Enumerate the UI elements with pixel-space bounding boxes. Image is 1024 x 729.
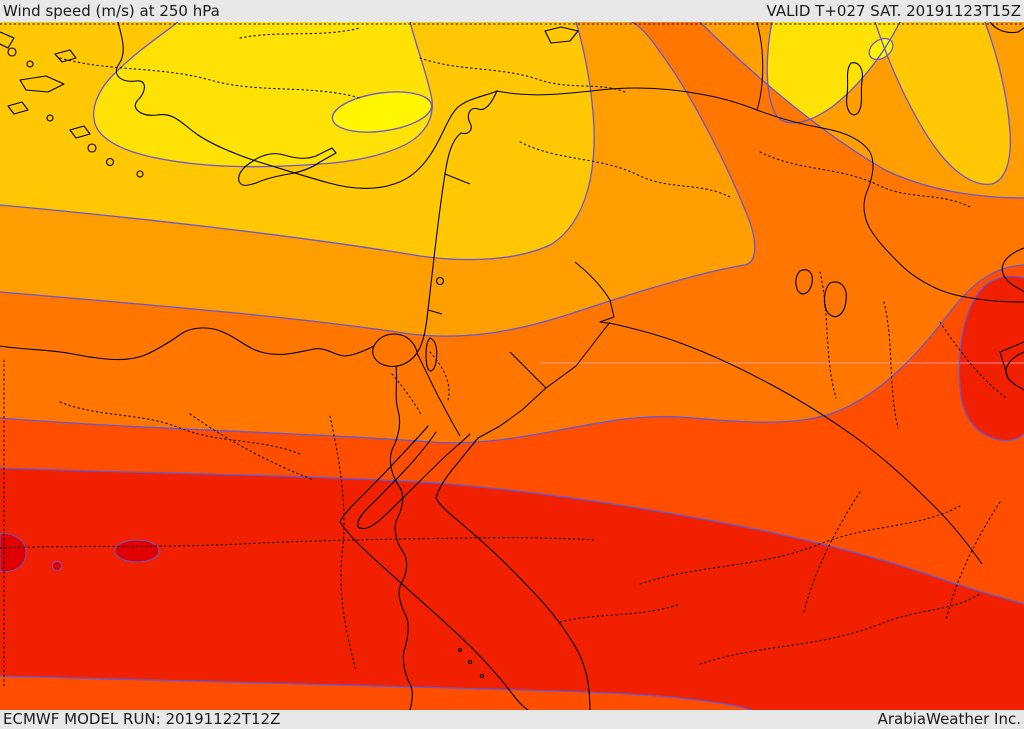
iraq-saudi-border [574,261,983,565]
credit-label: ArabiaWeather Inc. [877,710,1021,728]
jordan-iraq-border [509,321,611,389]
model-run-label: ECMWF MODEL RUN: 20191122T12Z [3,710,281,728]
admin-line [639,505,961,585]
turkey-coast [115,22,498,189]
egypt-israel-border [416,352,461,437]
iraq-lake-tharthar [795,269,813,295]
turkey-syria-border [496,87,758,111]
band-extreme-core-3 [52,561,62,571]
contour-line [0,22,595,261]
wind-speed-map [0,22,1024,710]
admin-line [391,373,423,417]
band-extreme-core-2 [114,539,160,563]
aegean-island [46,114,54,122]
aegean-island [19,75,65,93]
sea-of-galilee [435,276,445,286]
band-extreme-core-1 [0,533,27,572]
contour-line [0,675,753,710]
footer-bar: ECMWF MODEL RUN: 20191122T12Z ArabiaWeat… [0,710,1024,729]
admin-line [0,537,597,549]
nile-river [389,365,413,710]
aegean-island [7,47,17,57]
hatay-coast [460,90,498,134]
dead-sea [425,337,438,372]
iraq-kuwait-border [999,341,1024,379]
band-very-high-region [0,468,1024,710]
sinai-coast [357,431,471,530]
lake-van [544,26,579,44]
band-low-northeast-streak [767,22,900,123]
red-sea-east-coast [435,437,591,710]
admin-line [559,603,681,623]
admin-line [699,593,981,665]
contour-line [766,22,901,124]
band-very-high-east-wedge [959,276,1024,441]
admin-line [429,351,450,401]
contour-line [0,264,1024,444]
admin-line [819,271,837,399]
admin-line [59,57,361,99]
contour-line [93,22,433,168]
aegean-island [54,49,77,63]
red-sea-island [458,648,462,652]
greek-coast-fragment [0,31,15,49]
valid-time-label: VALID T+027 SAT. 20191123T15Z [766,1,1021,20]
coastlines [0,22,1024,710]
header-bar: Wind speed (m/s) at 250 hPa VALID T+027 … [0,0,1024,22]
jordan-saudi-border [477,387,547,439]
gulf-of-suez-red-sea-west-coast [339,425,529,710]
cyprus-island [238,147,337,186]
aegean-island [69,125,91,139]
country-borders [416,22,1024,565]
band-moderate-low-east [875,22,1011,185]
admin-boundaries [0,23,1024,689]
map-title: Wind speed (m/s) at 250 hPa [3,1,220,20]
turkey-iran-border [756,22,764,111]
red-sea-island [479,673,485,679]
admin-line [419,57,626,93]
contour-line [868,37,894,61]
admin-line [939,321,1007,399]
wind-speed-bands [0,22,1024,710]
aegean-island [87,143,97,153]
aegean-island [7,101,29,115]
lake-urmia [846,62,863,116]
admin-line [59,401,301,455]
contour-line [699,22,1024,199]
syria-lebanon-border [444,173,471,185]
caspian-coast-fragment [989,22,1024,34]
aegean-island [136,170,144,178]
band-lowest-core-west [332,91,432,133]
levant-coast [416,132,462,354]
admin-line [945,501,1001,621]
aegean-island [26,60,34,68]
band-high-bottom-strip [0,676,752,710]
admin-line [883,301,899,429]
aegean-island [105,157,115,167]
iran-iraq-border [756,109,1024,303]
contour-line [0,22,756,337]
persian-gulf-coast [1001,247,1024,293]
band-moderate-high-region [0,22,1024,443]
north-africa-coast [0,327,375,361]
isotach-contours [0,22,1024,710]
red-sea-island [467,659,473,665]
admin-line [189,413,315,481]
contour-line [958,275,1024,442]
admin-line [803,491,861,613]
contour-line [874,22,1011,185]
iraq-lake-habbaniyah [823,281,847,318]
map-canvas [0,22,1024,710]
contour-line [0,467,1024,605]
israel-jordan-border [427,309,443,315]
contour-line [331,91,433,133]
